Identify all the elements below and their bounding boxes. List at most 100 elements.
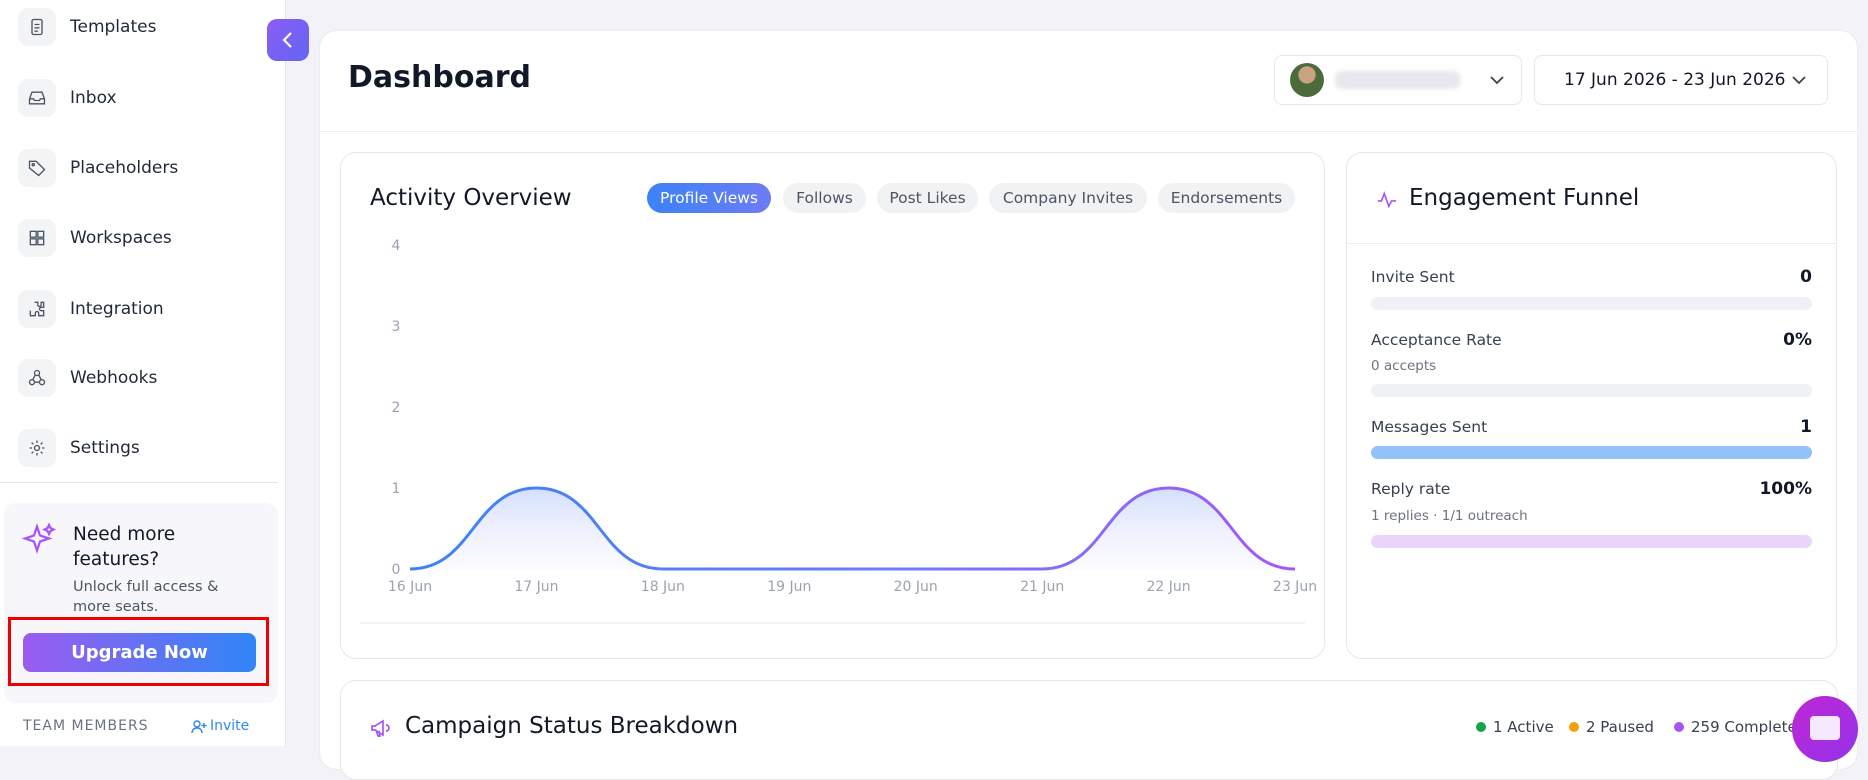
nav-item[interactable]: Webhooks	[18, 358, 278, 398]
x-tick-label: 21 Jun	[1020, 579, 1064, 595]
y-tick-label: 2	[392, 400, 401, 416]
promo-text: Unlock full access & more seats.	[73, 579, 219, 615]
y-tick-label: 0	[392, 562, 401, 578]
funnel-subtext: 1 replies · 1/1 outreach	[1371, 508, 1528, 524]
tab[interactable]: Follows	[783, 183, 866, 213]
funnel-bar	[1371, 535, 1812, 548]
highlight-box	[8, 617, 269, 686]
funnel-label: Messages Sent	[1371, 418, 1488, 436]
area	[410, 488, 1295, 569]
chevron-down	[1792, 76, 1806, 85]
line	[409, 486, 1296, 571]
legend-label: 1 Active	[1493, 718, 1554, 736]
tab[interactable]: Profile Views	[647, 183, 771, 213]
legend-dot	[1674, 722, 1684, 732]
nav-icon	[18, 429, 56, 467]
activity-card	[340, 152, 1325, 659]
funnel-label: Reply rate	[1371, 480, 1451, 498]
nav-item[interactable]: Workspaces	[18, 218, 278, 258]
funnel-value: 0%	[1783, 330, 1812, 350]
sparkle-icon	[22, 522, 57, 555]
nav-item[interactable]: Settings	[18, 428, 278, 468]
campaign-title: Campaign Status Breakdown	[405, 713, 739, 739]
chat-bubble[interactable]	[1792, 696, 1858, 762]
funnel-bar	[1371, 446, 1812, 459]
nav-item[interactable]: Integration	[18, 289, 278, 329]
x-tick-label: 19 Jun	[767, 579, 811, 595]
x-tick-label: 23 Jun	[1273, 579, 1317, 595]
legend-label: 2 Paused	[1586, 718, 1654, 736]
funnel-value: 0	[1800, 267, 1812, 287]
funnel-title: Engagement Funnel	[1409, 185, 1640, 211]
team-label: TEAM MEMBERS	[23, 718, 149, 734]
funnel-label: Acceptance Rate	[1371, 331, 1502, 349]
nav-icon	[18, 8, 56, 46]
nav-item[interactable]: Inbox	[18, 78, 278, 118]
header-divider	[320, 131, 1857, 132]
y-tick-label: 4	[392, 238, 401, 254]
x-tick-label: 22 Jun	[1147, 579, 1191, 595]
nav-label: Workspaces	[70, 228, 172, 248]
icon	[28, 369, 46, 386]
invite-icon	[191, 720, 207, 734]
invite-link[interactable]: Invite	[210, 718, 250, 734]
activity-chart: 0 1 2 3 4 16 Jun 17 Jun 18 Jun 19 Jun 20 Jun 21 Ju…	[360, 238, 1317, 624]
icon	[28, 160, 46, 177]
chat-icon	[1810, 716, 1840, 740]
funnel-divider	[1347, 243, 1836, 244]
funnel-card	[1346, 152, 1837, 659]
legend-label: 259 Complete	[1691, 718, 1797, 736]
icon	[31, 18, 43, 36]
megaphone-icon	[371, 719, 390, 737]
nav-label: Templates	[70, 17, 157, 37]
date-dropdown[interactable]: 17 Jun 2026 - 23 Jun 2026	[1534, 55, 1828, 105]
funnel-bar	[1371, 384, 1812, 397]
nav-label: Placeholders	[70, 158, 179, 178]
nav-icon	[18, 219, 56, 257]
legend-dot	[1476, 722, 1486, 732]
funnel-value: 100%	[1759, 479, 1812, 499]
nav-label: Settings	[70, 438, 140, 458]
legend-dot	[1569, 722, 1579, 732]
x-tick-label: 16 Jun	[388, 579, 432, 595]
x-tick-label: 17 Jun	[514, 579, 558, 595]
nav-icon	[18, 359, 56, 397]
nav-icon	[18, 290, 56, 328]
nav-label: Webhooks	[70, 368, 158, 388]
promo-title: Need more features?	[73, 524, 176, 570]
icon	[29, 230, 45, 246]
funnel-value: 1	[1800, 417, 1812, 437]
avatar	[1290, 63, 1324, 97]
funnel-subtext: 0 accepts	[1371, 358, 1437, 374]
icon	[29, 440, 45, 456]
icon	[28, 91, 46, 105]
collapse-button[interactable]	[267, 19, 309, 61]
tab[interactable]: Post Likes	[877, 183, 978, 213]
x-tick-label: 18 Jun	[641, 579, 685, 595]
tab[interactable]: Endorsements	[1158, 183, 1295, 213]
nav-item[interactable]: Placeholders	[18, 148, 278, 188]
y-tick-label: 3	[392, 319, 401, 335]
nav-icon	[18, 149, 56, 187]
chevron-left	[282, 32, 292, 48]
icon	[29, 301, 45, 317]
tab[interactable]: Company Invites	[989, 183, 1147, 213]
upgrade-button[interactable]: Upgrade Now	[23, 633, 256, 672]
y-tick-label: 1	[392, 481, 401, 497]
nav-label: Inbox	[70, 88, 117, 108]
x-tick-label: 20 Jun	[894, 579, 938, 595]
divider	[0, 482, 278, 483]
nav-item[interactable]: Templates	[18, 7, 278, 47]
nav-label: Integration	[70, 299, 164, 319]
account-dropdown[interactable]	[1274, 55, 1522, 105]
nav-icon	[18, 79, 56, 117]
blurred-name	[1335, 71, 1460, 89]
page-title: Dashboard	[348, 60, 531, 95]
funnel-bar	[1371, 297, 1812, 310]
funnel-label: Invite Sent	[1371, 268, 1455, 286]
activity-title: Activity Overview	[370, 185, 572, 211]
chevron-down	[1490, 76, 1504, 85]
date-range: 17 Jun 2026 - 23 Jun 2026	[1564, 70, 1786, 90]
pulse-icon	[1377, 191, 1397, 209]
